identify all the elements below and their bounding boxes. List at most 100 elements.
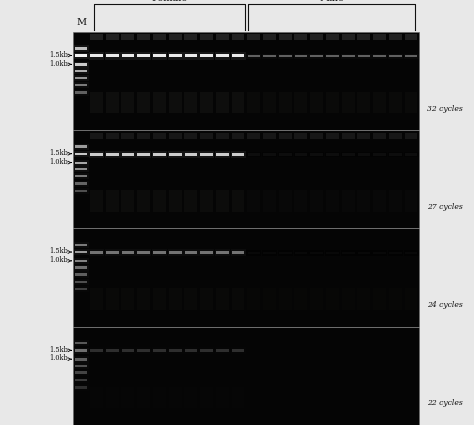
Bar [342, 252, 355, 254]
Bar [405, 55, 418, 57]
Bar [372, 54, 387, 59]
Bar [106, 251, 118, 254]
Bar [74, 181, 89, 187]
Bar [75, 91, 88, 94]
Bar [309, 152, 324, 157]
Bar [294, 34, 307, 40]
Bar [153, 190, 166, 212]
Bar [75, 153, 88, 155]
Text: 32 cycles: 32 cycles [427, 105, 462, 113]
Bar [246, 152, 262, 157]
Bar [152, 347, 167, 354]
Bar [136, 249, 151, 256]
Bar [374, 153, 386, 156]
Bar [247, 387, 260, 408]
Bar [153, 289, 166, 310]
Text: 1.5kb: 1.5kb [49, 51, 68, 59]
Text: 1.0kb: 1.0kb [49, 354, 68, 363]
Bar [342, 55, 355, 57]
Bar [74, 82, 89, 88]
Bar [230, 150, 246, 158]
Bar [294, 190, 307, 212]
Bar [404, 34, 418, 40]
Bar [310, 133, 323, 139]
Bar [263, 133, 276, 139]
Bar [231, 133, 245, 139]
Bar [295, 153, 307, 156]
Text: 1.5kb: 1.5kb [49, 346, 68, 354]
Bar [373, 133, 386, 139]
Bar [91, 349, 103, 352]
Bar [106, 133, 118, 139]
Bar [75, 190, 88, 192]
Bar [231, 190, 245, 212]
Bar [121, 92, 134, 113]
Bar [279, 190, 292, 212]
Bar [389, 289, 402, 310]
Bar [105, 150, 120, 158]
Bar [74, 264, 89, 271]
Bar [356, 250, 372, 255]
Bar [184, 34, 197, 40]
Bar [169, 54, 182, 57]
Bar [310, 55, 323, 57]
Bar [74, 160, 89, 166]
Bar [389, 34, 402, 40]
Bar [152, 52, 167, 60]
Bar [74, 279, 89, 285]
Bar [74, 62, 89, 68]
Bar [216, 54, 229, 57]
Bar [279, 34, 292, 40]
Bar [168, 150, 183, 158]
Bar [310, 153, 323, 156]
Bar [137, 190, 150, 212]
Bar [388, 152, 403, 157]
Bar [404, 387, 418, 408]
Bar [279, 92, 292, 113]
Bar [183, 249, 199, 256]
Bar [215, 249, 230, 256]
Bar [262, 54, 277, 59]
Bar [136, 347, 151, 354]
Bar [137, 349, 150, 352]
Bar [388, 250, 403, 255]
Bar [246, 54, 262, 59]
Bar [74, 166, 89, 173]
Text: 24 cycles: 24 cycles [427, 301, 462, 309]
Bar [201, 349, 213, 352]
Bar [246, 250, 262, 255]
Bar [120, 347, 136, 354]
Bar [405, 252, 418, 254]
Bar [389, 190, 402, 212]
Bar [73, 229, 419, 327]
Bar [326, 289, 339, 310]
Bar [373, 92, 386, 113]
Bar [74, 144, 89, 150]
Bar [326, 153, 339, 156]
Bar [294, 92, 307, 113]
Bar [295, 55, 307, 57]
Bar [293, 54, 309, 59]
Bar [74, 258, 89, 264]
Bar [185, 349, 197, 352]
Bar [106, 54, 118, 57]
Text: 22 cycles: 22 cycles [427, 400, 462, 408]
Bar [279, 133, 292, 139]
Bar [356, 54, 372, 59]
Bar [75, 349, 88, 352]
Bar [75, 251, 88, 253]
Bar [263, 34, 276, 40]
Bar [91, 153, 103, 156]
Bar [120, 52, 136, 60]
Text: M: M [76, 18, 86, 27]
Bar [75, 168, 88, 170]
Bar [74, 151, 89, 157]
Bar [247, 133, 260, 139]
Bar [106, 349, 118, 352]
Bar [75, 54, 88, 57]
Bar [74, 370, 89, 376]
Bar [122, 153, 134, 156]
Bar [372, 152, 387, 157]
Bar [136, 52, 151, 60]
Bar [216, 92, 229, 113]
